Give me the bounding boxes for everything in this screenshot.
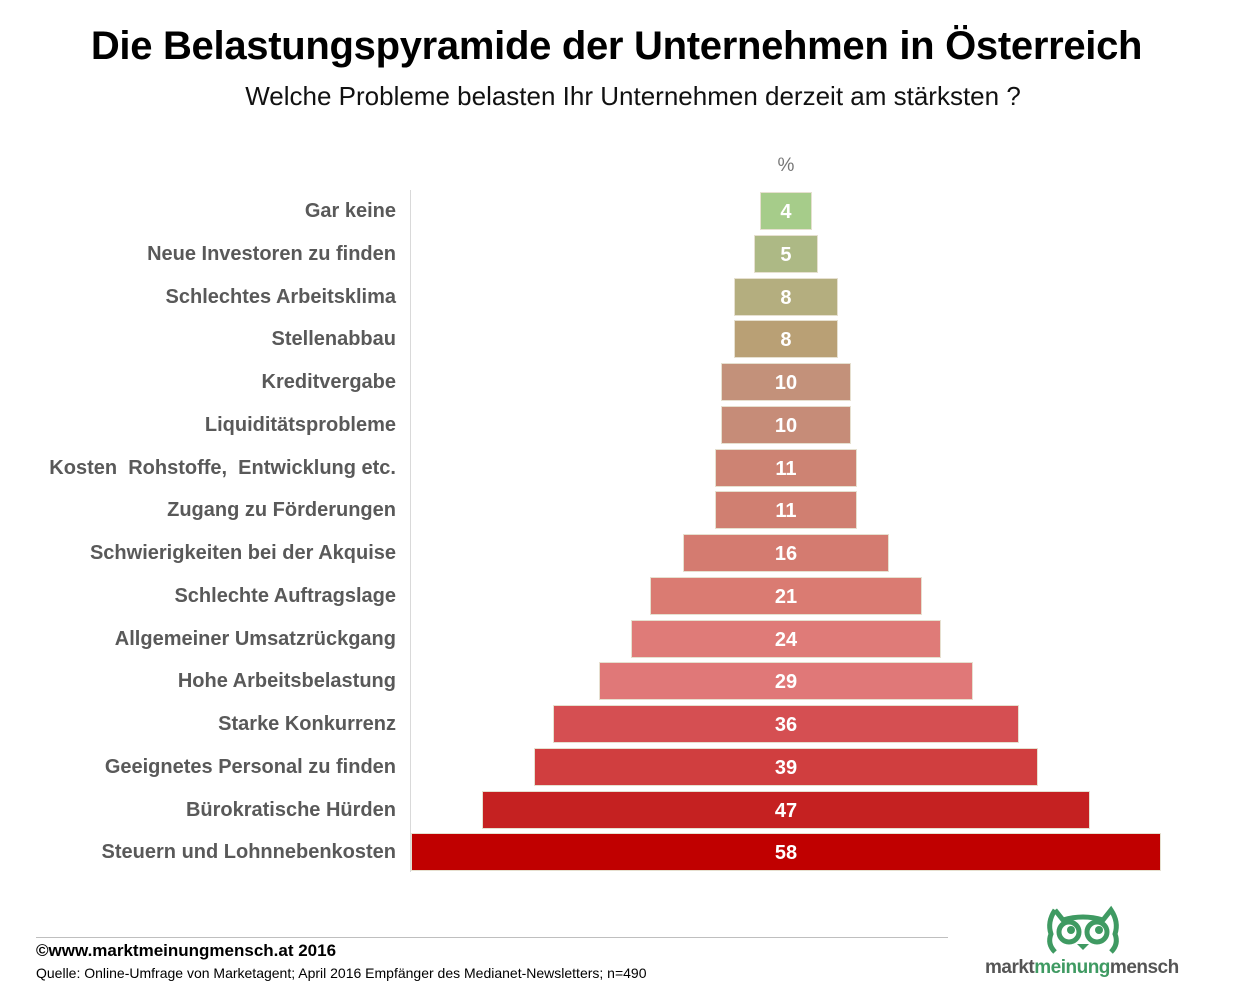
- bar: 39: [533, 747, 1039, 786]
- bar: 4: [760, 192, 812, 230]
- category-label: Stellenabbau: [271, 328, 396, 351]
- data-label: 16: [774, 543, 798, 565]
- data-label: 47: [774, 799, 798, 822]
- category-label: Kosten Rohstoffe, Entwicklung etc.: [49, 456, 396, 479]
- chart-subtitle: Welche Probleme belasten Ihr Unternehmen…: [245, 81, 1021, 111]
- data-label: 8: [780, 286, 792, 309]
- category-label: Liquiditätsprobleme: [204, 413, 396, 436]
- data-label: 36: [774, 714, 798, 736]
- data-label: 24: [774, 628, 798, 651]
- logo-part: markt: [985, 957, 1035, 978]
- category-label: Hohe Arbeitsbelastung: [177, 670, 396, 693]
- category-label: Schlechte Auftragslage: [174, 584, 396, 607]
- bar: 47: [482, 790, 1090, 829]
- category-label: Geeignetes Personal zu finden: [104, 755, 396, 778]
- category-label: Neue Investoren zu finden: [147, 242, 396, 265]
- category-label: Schwierigkeiten bei der Akquise: [89, 542, 396, 564]
- bar: 10: [721, 405, 851, 444]
- data-label: 10: [774, 372, 798, 394]
- category-label: Steuern und Lohnnebenkosten: [101, 841, 396, 864]
- category-label: Kreditvergabe: [261, 371, 397, 393]
- data-label: 11: [775, 500, 797, 523]
- bar: 11: [714, 491, 858, 530]
- category-axis: [410, 190, 411, 872]
- category-label: Zugang zu Förderungen: [167, 499, 396, 522]
- logo-part: meinung: [1034, 957, 1110, 978]
- bar: 58: [411, 833, 1161, 872]
- bar: 11: [714, 448, 858, 487]
- logo-text: marktmeinungmensch: [985, 957, 1179, 979]
- footer-divider: [36, 937, 948, 938]
- bar: 5: [753, 234, 819, 273]
- data-label: 8: [780, 329, 792, 352]
- data-label: 58: [774, 842, 798, 865]
- chart-title: Die Belastungspyramide der Unternehmen i…: [90, 24, 1143, 68]
- bar: 8: [734, 320, 838, 359]
- logo-part: mensch: [1109, 957, 1179, 978]
- owl-icon: [1047, 905, 1119, 954]
- unit-label: %: [777, 155, 795, 176]
- bar: 24: [630, 619, 942, 658]
- category-label: Allgemeiner Umsatzrückgang: [114, 627, 396, 650]
- category-label: Bürokratische Hürden: [185, 798, 396, 821]
- data-label: 29: [774, 671, 798, 694]
- bar: 21: [650, 576, 922, 615]
- data-label: 5: [780, 243, 792, 266]
- category-label: Gar keine: [304, 200, 396, 222]
- bar: 29: [598, 662, 974, 701]
- bar: 8: [734, 277, 838, 316]
- data-label: 10: [774, 414, 798, 437]
- copyright: ©www.marktmeinungmensch.at 2016: [36, 941, 337, 960]
- bar: 10: [721, 363, 851, 401]
- source-note: Quelle: Online-Umfrage von Marketagent; …: [36, 965, 647, 981]
- bar: 36: [553, 705, 1019, 743]
- bar: 16: [682, 534, 890, 572]
- data-label: 4: [780, 201, 792, 223]
- data-label: 21: [774, 585, 798, 608]
- category-label: Schlechtes Arbeitsklima: [165, 285, 396, 308]
- data-label: 11: [775, 457, 797, 480]
- category-label: Starke Konkurrenz: [218, 713, 396, 735]
- data-label: 39: [774, 756, 798, 779]
